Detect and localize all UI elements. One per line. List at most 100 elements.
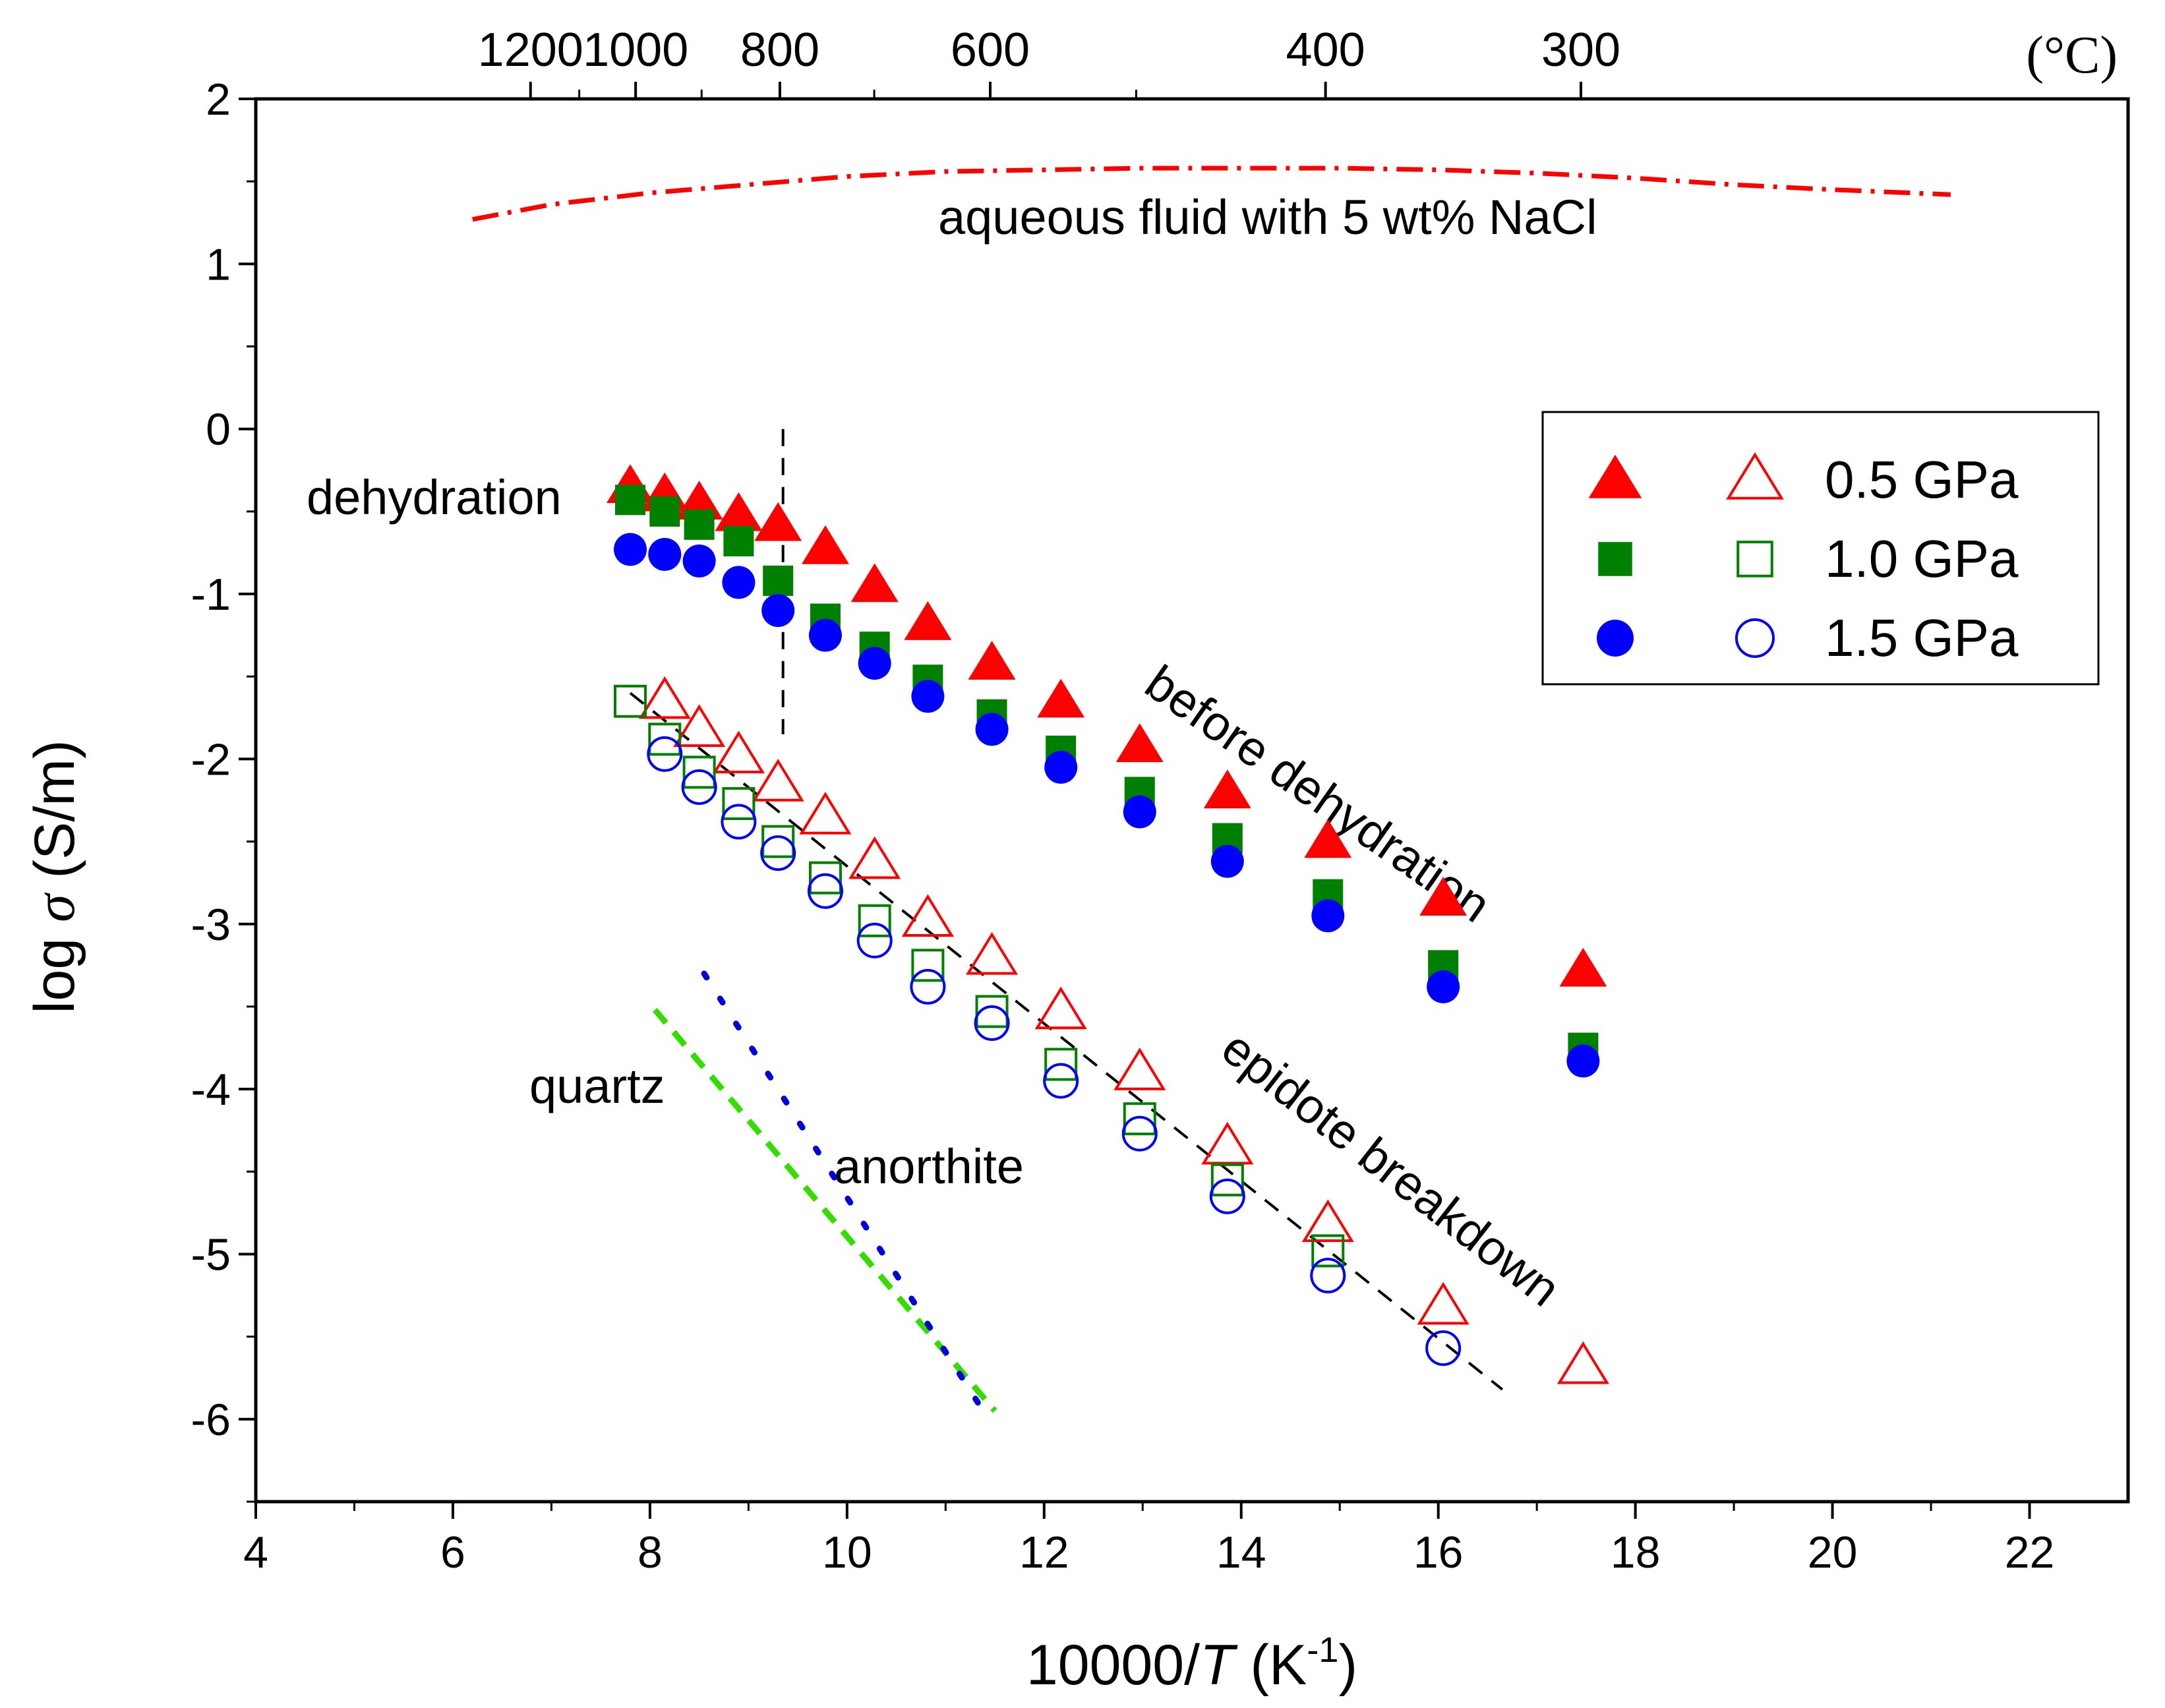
y-tick-label: -3 <box>191 900 231 950</box>
legend-label-1-5-gpa: 1.5 GPa <box>1825 608 2019 667</box>
legend-box <box>1541 411 2100 686</box>
data-point-1-5-gpa-epidote-breakdown <box>1121 1115 1158 1152</box>
data-point-1-5-gpa-before-dehydration <box>614 533 647 566</box>
data-point-1-0-gpa-epidote-breakdown <box>722 787 756 821</box>
legend-label-0-5-gpa: 0.5 GPa <box>1825 450 2019 509</box>
plot-frame <box>254 97 2130 1504</box>
line-quartz <box>652 1007 997 1413</box>
data-point-1-5-gpa-epidote-breakdown <box>721 804 757 840</box>
legend-symbol-open-1-5-gpa <box>1735 618 1775 658</box>
x-axis-title-variable: T <box>1200 1634 1238 1697</box>
legend-symbol-filled-1-5-gpa <box>1597 620 1634 657</box>
x-tick-label: 12 <box>1019 1527 1069 1577</box>
data-point-0-5-gpa-epidote-breakdown <box>1417 1281 1469 1325</box>
data-point-0-5-gpa-before-dehydration <box>801 525 849 564</box>
data-point-1-5-gpa-before-dehydration <box>722 566 756 599</box>
data-point-0-5-gpa-epidote-breakdown <box>673 704 726 748</box>
data-point-1-0-gpa-epidote-breakdown <box>1123 1102 1156 1136</box>
data-point-0-5-gpa-before-dehydration <box>1419 877 1468 916</box>
data-point-0-5-gpa-epidote-breakdown <box>901 894 954 937</box>
data-point-1-5-gpa-epidote-breakdown <box>681 769 717 805</box>
data-point-1-5-gpa-epidote-breakdown <box>1310 1258 1346 1294</box>
data-point-0-5-gpa-epidote-breakdown <box>799 792 852 835</box>
data-point-0-5-gpa-epidote-breakdown <box>1034 986 1087 1030</box>
data-point-1-5-gpa-epidote-breakdown <box>1425 1330 1462 1367</box>
data-point-1-0-gpa-epidote-breakdown <box>648 722 682 756</box>
data-point-1-5-gpa-before-dehydration <box>648 537 682 571</box>
data-point-1-0-gpa-before-dehydration <box>615 485 645 515</box>
data-point-1-0-gpa-epidote-breakdown <box>858 904 891 937</box>
data-point-1-5-gpa-before-dehydration <box>1311 899 1345 933</box>
line-aqueous-fluid-with-5-wt-nacl <box>472 165 1951 222</box>
data-point-1-5-gpa-before-dehydration <box>1044 750 1078 784</box>
x-tick-label: 14 <box>1216 1527 1266 1577</box>
data-point-0-5-gpa-epidote-breakdown <box>966 931 1019 975</box>
x-axis-title-main: 10000/ <box>1026 1634 1200 1697</box>
x-tick-label: 18 <box>1611 1527 1661 1577</box>
y-tick-label: 2 <box>206 74 231 125</box>
y-tick-label: -6 <box>191 1395 231 1445</box>
series-1-5-gpa-epidote-breakdown <box>647 736 1462 1367</box>
data-point-1-5-gpa-epidote-breakdown <box>910 968 946 1005</box>
data-point-1-5-gpa-epidote-breakdown <box>647 736 683 772</box>
data-point-1-0-gpa-epidote-breakdown <box>682 755 716 789</box>
data-point-0-5-gpa-before-dehydration <box>968 641 1016 680</box>
data-point-0-5-gpa-epidote-breakdown <box>752 759 804 802</box>
annotation-epidote-breakdown: epidote breakdown <box>1212 1020 1570 1316</box>
data-point-1-5-gpa-epidote-breakdown <box>1043 1063 1079 1099</box>
data-point-1-0-gpa-before-dehydration <box>684 509 715 540</box>
legend-symbol-open-0-5-gpa <box>1726 452 1784 500</box>
data-point-1-0-gpa-epidote-breakdown <box>808 861 842 895</box>
x-tick-label: 6 <box>440 1527 465 1577</box>
x-axis-title-exponent: -1 <box>1307 1630 1338 1670</box>
series-1-5-gpa-before-dehydration <box>614 533 1600 1078</box>
data-point-1-0-gpa-epidote-breakdown <box>761 825 795 858</box>
data-point-0-5-gpa-before-dehydration <box>1559 947 1607 987</box>
y-tick-label: -5 <box>191 1229 231 1280</box>
y-tick-label: -1 <box>191 570 231 620</box>
top-tick-label: 600 <box>951 24 1030 76</box>
x-axis-title-close: ) <box>1338 1634 1357 1697</box>
data-point-0-5-gpa-epidote-breakdown <box>712 730 765 774</box>
legend: 0.5 GPa 1.0 GPa 1.5 GPa <box>1541 411 2100 686</box>
data-point-1-5-gpa-epidote-breakdown <box>760 835 796 871</box>
data-point-1-5-gpa-before-dehydration <box>858 647 891 680</box>
legend-symbol-filled-0-5-gpa <box>1588 454 1642 498</box>
series-0-5-gpa-epidote-breakdown <box>638 676 1609 1384</box>
x-tick-label: 4 <box>243 1527 268 1577</box>
data-point-0-5-gpa-epidote-breakdown <box>848 836 901 879</box>
y-axis-title: log σ (S/m) <box>23 740 86 1013</box>
y-axis-title-unit: (S/m) <box>23 740 86 894</box>
data-point-0-5-gpa-before-dehydration <box>754 502 802 541</box>
data-point-1-0-gpa-epidote-breakdown <box>975 995 1009 1028</box>
series-0-5-gpa-before-dehydration <box>607 464 1607 987</box>
y-tick-label: 0 <box>206 405 231 455</box>
data-point-1-0-gpa-epidote-breakdown <box>1210 1163 1244 1196</box>
y-tick-label: 1 <box>206 239 231 289</box>
data-point-1-0-gpa-epidote-breakdown <box>911 949 945 982</box>
annotation-dehydration: dehydration <box>307 470 562 525</box>
annotation-quartz: quartz <box>529 1059 665 1113</box>
annotation-aqueous-fluid: aqueous fluid with 5 wt% NaCl <box>938 190 1597 245</box>
data-point-1-5-gpa-epidote-breakdown <box>856 922 893 958</box>
line-epidote-breakdown-fit <box>629 692 1504 1391</box>
data-point-1-0-gpa-before-dehydration <box>649 496 680 527</box>
data-point-1-0-gpa-before-dehydration <box>723 525 754 556</box>
x-tick-label: 22 <box>2005 1527 2055 1577</box>
data-point-1-5-gpa-epidote-breakdown <box>807 873 843 909</box>
top-tick-label: 1200 <box>478 24 583 76</box>
data-point-1-0-gpa-before-dehydration <box>763 566 794 597</box>
legend-symbol-open-1-0-gpa <box>1736 541 1773 577</box>
data-point-1-5-gpa-before-dehydration <box>1210 844 1244 878</box>
data-point-1-5-gpa-before-dehydration <box>911 680 945 713</box>
annotation-anorthite: anorthite <box>834 1139 1024 1194</box>
data-point-1-5-gpa-before-dehydration <box>808 618 842 652</box>
x-tick-label: 8 <box>638 1527 663 1577</box>
legend-symbol-filled-1-0-gpa <box>1598 542 1632 576</box>
data-point-1-5-gpa-epidote-breakdown <box>974 1005 1010 1041</box>
data-point-0-5-gpa-epidote-breakdown <box>1301 1199 1354 1243</box>
data-point-0-5-gpa-before-dehydration <box>1203 769 1251 809</box>
data-point-0-5-gpa-before-dehydration <box>1115 723 1164 763</box>
